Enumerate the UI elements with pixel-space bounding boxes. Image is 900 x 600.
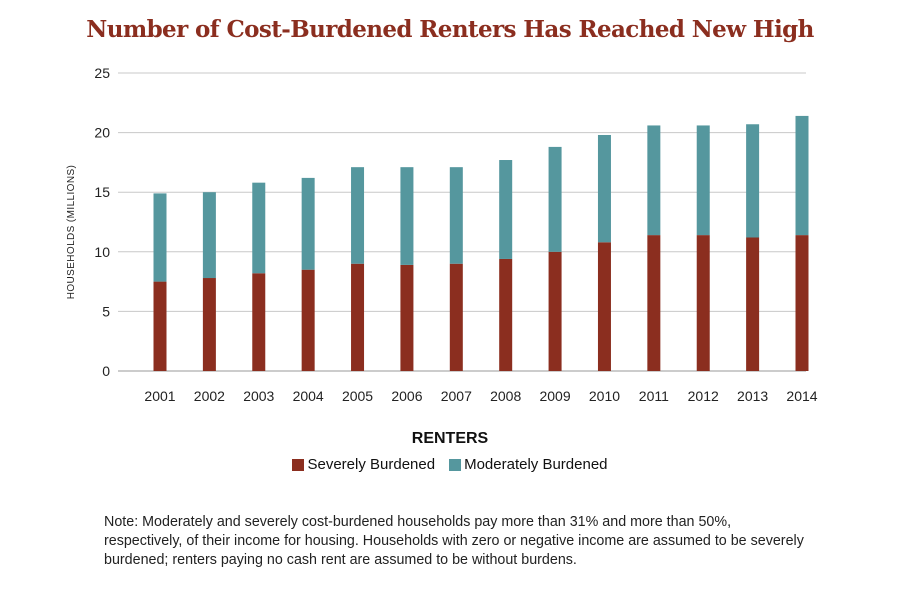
bar-severely-burdened-2008 [499,258,513,371]
x-tick-label: 2004 [293,388,324,404]
bars [153,115,809,371]
x-axis-ticks: 2001 2002 2003 2004 2005 2006 2007 2008 2009 2010… [144,388,817,404]
bar-moderately-burdened-2006 [400,167,414,265]
y-axis-label: HOUSEHOLDS (MILLIONS) [66,165,77,300]
bar-severely-burdened-2010 [597,242,611,371]
bar-moderately-burdened-2004 [301,177,315,270]
x-tick-label: 2006 [391,388,422,404]
x-tick-label: 2002 [194,388,225,404]
x-tick-label: 2008 [490,388,521,404]
x-tick-label: 2014 [786,388,817,404]
bar-moderately-burdened-2012 [696,125,710,236]
bar-severely-burdened-2011 [647,235,661,371]
x-tick-label: 2012 [688,388,719,404]
bar-moderately-burdened-2001 [153,193,167,282]
bar-moderately-burdened-2011 [647,125,661,236]
bar-severely-burdened-2013 [746,237,760,371]
legend-label-severely-burdened: Severely Burdened [307,456,436,473]
bar-moderately-burdened-2005 [351,167,365,264]
x-tick-label: 2005 [342,388,373,404]
legend-label-moderately-burdened: Moderately Burdened [464,456,608,473]
x-tick-label: 2010 [589,388,620,404]
bar-severely-burdened-2006 [400,264,414,371]
bar-moderately-burdened-2010 [597,134,611,243]
bar-severely-burdened-2002 [202,278,216,371]
legend-swatch-severely-burdened [292,458,305,471]
footnote: Note: Moderately and severely cost-burde… [104,514,804,568]
y-axis-ticks: 0 5 10 15 20 25 [94,65,110,379]
bar-moderately-burdened-2003 [252,182,266,274]
x-tick-label: 2013 [737,388,768,404]
bar-severely-burdened-2003 [252,273,266,371]
y-tick-label: 10 [94,244,110,260]
legend-title: RENTERS [411,430,489,447]
y-tick-label: 25 [94,65,110,81]
bar-moderately-burdened-2014 [795,115,809,236]
chart-title: Number of Cost-Burdened Renters Has Reac… [86,16,814,43]
bar-severely-burdened-2012 [696,235,710,371]
bar-severely-burdened-2007 [449,263,463,371]
x-tick-label: 2007 [441,388,472,404]
x-tick-label: 2009 [539,388,570,404]
x-tick-label: 2001 [144,388,175,404]
legend-item-severely-burdened: Severely Burdened [292,456,435,473]
y-tick-label: 0 [102,363,110,379]
legend-item-moderately-burdened: Moderately Burdened [449,456,608,473]
bar-moderately-burdened-2008 [499,160,513,259]
bar-severely-burdened-2005 [351,263,365,371]
y-tick-label: 15 [94,184,110,200]
bar-moderately-burdened-2013 [746,124,760,238]
x-tick-label: 2003 [243,388,274,404]
bar-severely-burdened-2014 [795,235,809,371]
bar-severely-burdened-2001 [153,281,167,371]
y-tick-label: 20 [94,125,110,141]
bar-moderately-burdened-2007 [449,167,463,264]
legend-swatch-moderately-burdened [449,458,462,471]
x-tick-label: 2011 [639,388,669,404]
bar-severely-burdened-2004 [301,269,315,371]
bar-moderately-burdened-2009 [548,146,562,252]
legend: Severely Burdened Moderately Burdened [0,456,900,473]
bar-moderately-burdened-2002 [202,192,216,279]
y-tick-label: 5 [102,303,110,319]
bar-severely-burdened-2009 [548,251,562,371]
